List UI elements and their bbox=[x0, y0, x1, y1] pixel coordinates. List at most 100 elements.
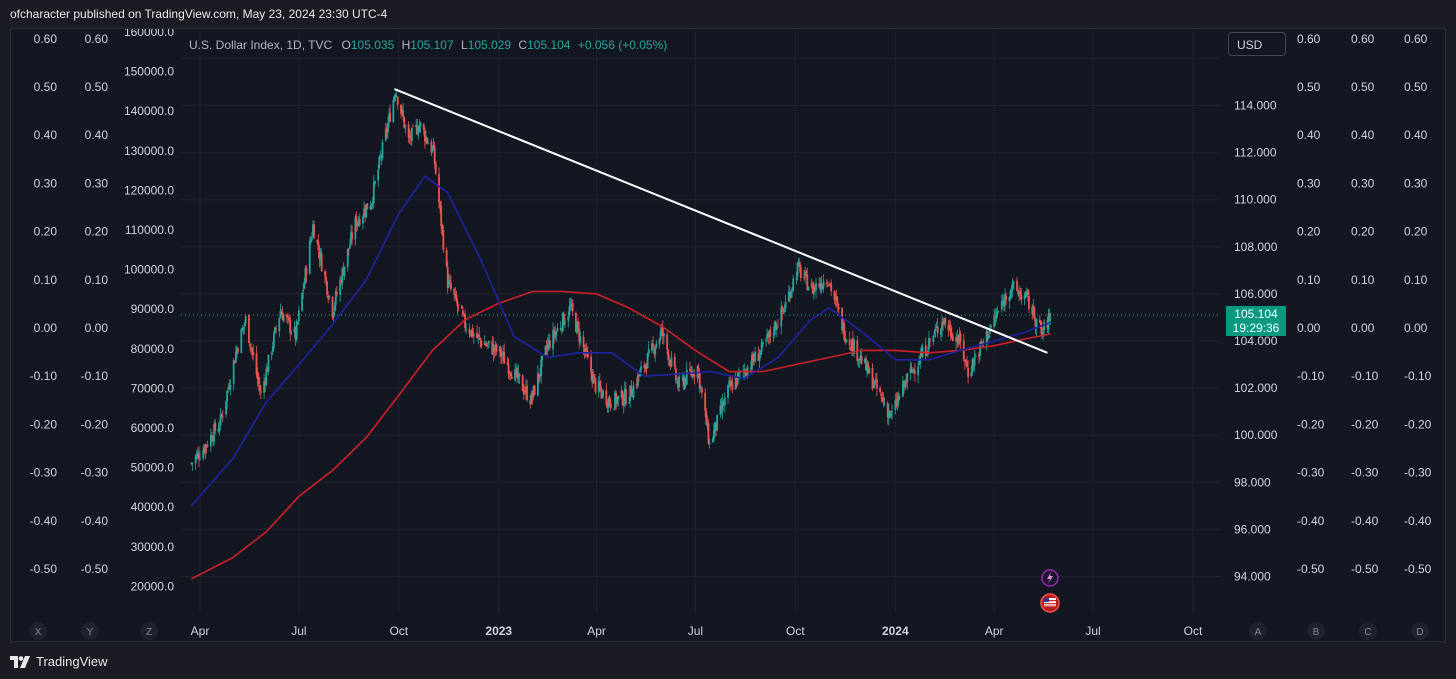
candle[interactable] bbox=[347, 248, 350, 256]
candle[interactable] bbox=[342, 262, 345, 276]
candle[interactable] bbox=[395, 90, 398, 98]
candle[interactable] bbox=[714, 421, 716, 438]
candle[interactable] bbox=[966, 356, 968, 368]
candle[interactable] bbox=[408, 128, 411, 144]
candle[interactable] bbox=[571, 299, 574, 316]
candle[interactable] bbox=[973, 349, 976, 372]
candle[interactable] bbox=[995, 307, 998, 323]
candle[interactable] bbox=[720, 397, 723, 415]
candle[interactable] bbox=[895, 392, 898, 409]
candle[interactable] bbox=[290, 329, 293, 335]
candle[interactable] bbox=[879, 385, 882, 394]
candle[interactable] bbox=[476, 325, 478, 339]
candle[interactable] bbox=[629, 385, 632, 408]
candle[interactable] bbox=[576, 321, 578, 335]
candle[interactable] bbox=[777, 318, 779, 328]
candle[interactable] bbox=[426, 136, 428, 145]
candle[interactable] bbox=[384, 122, 387, 142]
candle[interactable] bbox=[1009, 288, 1012, 301]
candle[interactable] bbox=[259, 384, 262, 400]
candle[interactable] bbox=[716, 414, 719, 431]
candle[interactable] bbox=[1042, 327, 1044, 341]
candle[interactable] bbox=[552, 322, 554, 356]
candle[interactable] bbox=[661, 320, 664, 345]
candle[interactable] bbox=[1010, 284, 1013, 300]
candle[interactable] bbox=[484, 341, 487, 347]
candle[interactable] bbox=[483, 335, 486, 345]
candle[interactable] bbox=[731, 375, 734, 393]
candle[interactable] bbox=[295, 319, 298, 343]
candle[interactable] bbox=[584, 343, 587, 358]
candle[interactable] bbox=[244, 314, 247, 327]
candle[interactable] bbox=[343, 266, 346, 280]
candle[interactable] bbox=[628, 396, 631, 405]
candle[interactable] bbox=[993, 308, 996, 330]
candle[interactable] bbox=[617, 395, 620, 407]
candle[interactable] bbox=[792, 274, 795, 293]
candle[interactable] bbox=[735, 376, 738, 389]
candle[interactable] bbox=[456, 297, 459, 314]
candle[interactable] bbox=[920, 344, 923, 357]
chart-canvas[interactable]: 114.000 112.000 110.000 108.000 106.000 104.0… bbox=[11, 29, 1445, 641]
us-flag-icon[interactable] bbox=[1040, 593, 1060, 613]
candle[interactable] bbox=[936, 318, 939, 338]
candle[interactable] bbox=[242, 327, 245, 335]
candle[interactable] bbox=[578, 321, 581, 349]
candle[interactable] bbox=[568, 298, 571, 318]
candle[interactable] bbox=[394, 92, 397, 102]
chart-legend[interactable]: U.S. Dollar Index, 1D, TVC O105.035 H105… bbox=[189, 38, 667, 52]
candle[interactable] bbox=[407, 121, 410, 143]
candle[interactable] bbox=[374, 180, 376, 187]
candle[interactable] bbox=[972, 358, 975, 371]
candle[interactable] bbox=[727, 384, 729, 404]
candle[interactable] bbox=[369, 200, 372, 211]
candle[interactable] bbox=[304, 265, 307, 285]
candle[interactable] bbox=[218, 419, 221, 436]
candle[interactable] bbox=[810, 278, 813, 289]
axis-button[interactable]: Y bbox=[81, 622, 99, 640]
candle[interactable] bbox=[567, 311, 570, 327]
candle[interactable] bbox=[775, 323, 778, 338]
candle[interactable] bbox=[365, 204, 368, 219]
candle[interactable] bbox=[378, 154, 381, 170]
candle[interactable] bbox=[366, 203, 369, 210]
candle[interactable] bbox=[594, 377, 597, 395]
candle[interactable] bbox=[697, 363, 700, 380]
candle[interactable] bbox=[412, 124, 414, 128]
candle[interactable] bbox=[308, 236, 311, 275]
candle[interactable] bbox=[943, 317, 946, 326]
candle[interactable] bbox=[646, 352, 649, 369]
candle[interactable] bbox=[575, 311, 577, 333]
candle[interactable] bbox=[446, 261, 449, 294]
candle[interactable] bbox=[974, 353, 977, 358]
candle[interactable] bbox=[326, 280, 329, 298]
candle[interactable] bbox=[689, 361, 691, 374]
candle[interactable] bbox=[599, 380, 602, 399]
candle[interactable] bbox=[439, 200, 442, 214]
oscillator-axis-right-3[interactable]: 0.60 0.50 0.40 0.30 0.20 0.10 0.00 -0.10 -0.20 -0… bbox=[1404, 32, 1432, 576]
candle[interactable] bbox=[761, 339, 764, 348]
candle[interactable] bbox=[799, 264, 802, 282]
candle[interactable] bbox=[848, 331, 851, 351]
candle[interactable] bbox=[237, 346, 239, 355]
candle[interactable] bbox=[372, 174, 375, 209]
candle[interactable] bbox=[987, 334, 990, 340]
candle[interactable] bbox=[947, 320, 950, 338]
candle[interactable] bbox=[1039, 319, 1042, 335]
candle[interactable] bbox=[265, 363, 268, 387]
candle[interactable] bbox=[536, 365, 539, 397]
candle[interactable] bbox=[591, 368, 594, 388]
candle[interactable] bbox=[317, 233, 320, 258]
candle[interactable] bbox=[796, 261, 799, 281]
candle[interactable] bbox=[849, 345, 852, 351]
candle[interactable] bbox=[212, 435, 214, 447]
candle[interactable] bbox=[529, 395, 532, 409]
candle[interactable] bbox=[396, 96, 399, 110]
candle[interactable] bbox=[590, 350, 593, 381]
candle[interactable] bbox=[811, 281, 814, 294]
candle[interactable] bbox=[570, 298, 573, 311]
candle[interactable] bbox=[804, 267, 807, 284]
candle[interactable] bbox=[942, 317, 945, 331]
candle[interactable] bbox=[898, 393, 901, 401]
candle[interactable] bbox=[226, 389, 229, 409]
